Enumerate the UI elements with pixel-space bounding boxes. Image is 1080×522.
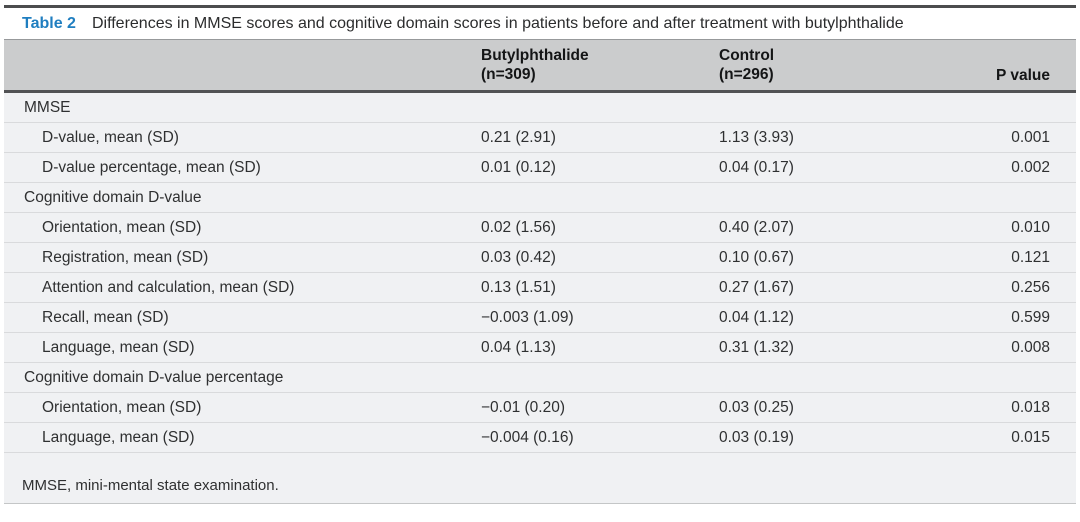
column-header-butylphthalide: Butylphthalide (n=309) xyxy=(466,40,704,90)
section-label: Cognitive domain D-value percentage xyxy=(24,369,284,386)
column-header-butylphthalide-n: (n=309) xyxy=(481,66,536,83)
section-row: MMSE xyxy=(4,93,1076,123)
row-label: Orientation, mean (SD) xyxy=(42,399,202,416)
paper-table-figure: Table 2 Differences in MMSE scores and c… xyxy=(4,5,1076,504)
p-value: 0.015 xyxy=(1011,429,1050,446)
table-row: D-value percentage, mean (SD) 0.01 (0.12)… xyxy=(4,153,1076,183)
butylphthalide-value: −0.004 (0.16) xyxy=(481,429,574,446)
row-label: Language, mean (SD) xyxy=(42,429,195,446)
row-label: Recall, mean (SD) xyxy=(42,309,169,326)
column-header-pvalue: P value xyxy=(995,67,1050,84)
control-value: 0.40 (2.07) xyxy=(719,219,794,236)
row-label: Language, mean (SD) xyxy=(42,339,195,356)
butylphthalide-value: −0.003 (1.09) xyxy=(481,309,574,326)
table-footnote: MMSE, mini-mental state examination. xyxy=(22,477,279,494)
p-value: 0.002 xyxy=(1011,159,1050,176)
footnote-area: MMSE, mini-mental state examination. xyxy=(4,453,1076,504)
control-value: 1.13 (3.93) xyxy=(719,129,794,146)
table-caption: Table 2 Differences in MMSE scores and c… xyxy=(4,8,1076,39)
butylphthalide-value: 0.04 (1.13) xyxy=(481,339,556,356)
table-row: Orientation, mean (SD) 0.02 (1.56) 0.40 (2… xyxy=(4,213,1076,243)
butylphthalide-value: 0.03 (0.42) xyxy=(481,249,556,266)
butylphthalide-value: 0.01 (0.12) xyxy=(481,159,556,176)
table-row: Orientation, mean (SD) −0.01 (0.20) 0.03 (… xyxy=(4,393,1076,423)
section-row: Cognitive domain D-value percentage xyxy=(4,363,1076,393)
section-label: MMSE xyxy=(24,99,71,116)
p-value: 0.018 xyxy=(1011,399,1050,416)
butylphthalide-value: −0.01 (0.20) xyxy=(481,399,566,416)
table-row: D-value, mean (SD) 0.21 (2.91) 1.13 (3.93)… xyxy=(4,123,1076,153)
p-value: 0.010 xyxy=(1011,219,1050,236)
column-header-control-n: (n=296) xyxy=(719,66,774,83)
butylphthalide-value: 0.13 (1.51) xyxy=(481,279,556,296)
butylphthalide-value: 0.21 (2.91) xyxy=(481,129,556,146)
control-value: 0.03 (0.19) xyxy=(719,429,794,446)
column-header-butylphthalide-name: Butylphthalide xyxy=(481,47,589,64)
p-value: 0.008 xyxy=(1011,339,1050,356)
row-label: D-value, mean (SD) xyxy=(42,129,179,146)
table-row: Attention and calculation, mean (SD) 0.13… xyxy=(4,273,1076,303)
control-value: 0.10 (0.67) xyxy=(719,249,794,266)
control-value: 0.27 (1.67) xyxy=(719,279,794,296)
table-row: Recall, mean (SD) −0.003 (1.09) 0.04 (1.12… xyxy=(4,303,1076,333)
control-value: 0.04 (0.17) xyxy=(719,159,794,176)
column-header-parameter xyxy=(4,40,466,90)
table-title: Differences in MMSE scores and cognitive… xyxy=(91,14,904,32)
section-row: Cognitive domain D-value xyxy=(4,183,1076,213)
p-value: 0.599 xyxy=(1011,309,1050,326)
p-value: 0.121 xyxy=(1011,249,1050,266)
table-header-row: Butylphthalide (n=309) Control (n=296) P… xyxy=(4,39,1076,93)
row-label: Registration, mean (SD) xyxy=(42,249,209,266)
table-row: Language, mean (SD) −0.004 (0.16) 0.03 (0.… xyxy=(4,423,1076,453)
top-rule xyxy=(4,5,1076,8)
row-label: D-value percentage, mean (SD) xyxy=(42,159,261,176)
row-label: Attention and calculation, mean (SD) xyxy=(42,279,295,296)
p-value: 0.256 xyxy=(1011,279,1050,296)
row-label: Orientation, mean (SD) xyxy=(42,219,202,236)
table-label: Table 2 xyxy=(22,14,76,32)
table-body: MMSE D-value, mean (SD) 0.21 (2.91) 1.13 (3… xyxy=(4,93,1076,453)
table-row: Registration, mean (SD) 0.03 (0.42) 0.10 (… xyxy=(4,243,1076,273)
p-value: 0.001 xyxy=(1011,129,1050,146)
table-row: Language, mean (SD) 0.04 (1.13) 0.31 (1.32… xyxy=(4,333,1076,363)
control-value: 0.03 (0.25) xyxy=(719,399,794,416)
column-header-control: Control (n=296) xyxy=(704,40,966,90)
butylphthalide-value: 0.02 (1.56) xyxy=(481,219,556,236)
section-label: Cognitive domain D-value xyxy=(24,189,202,206)
control-value: 0.31 (1.32) xyxy=(719,339,794,356)
column-header-control-name: Control xyxy=(719,47,775,64)
control-value: 0.04 (1.12) xyxy=(719,309,794,326)
